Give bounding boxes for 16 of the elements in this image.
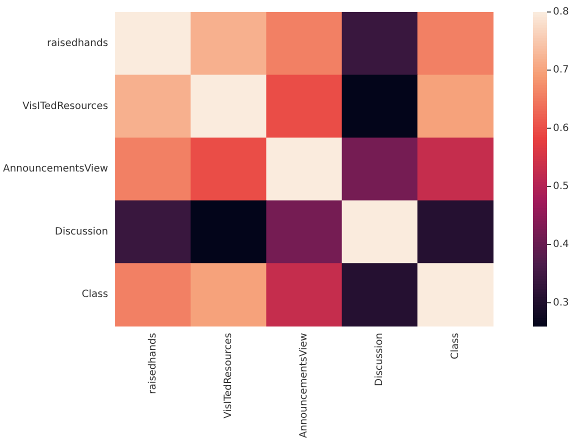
x-tick-label: Discussion bbox=[374, 332, 386, 386]
y-tick-label: Class bbox=[82, 289, 108, 300]
color-bar-label: 0.4 bbox=[553, 239, 569, 250]
y-tick-label: Discussion bbox=[54, 226, 108, 238]
color-bar-label: 0.3 bbox=[553, 297, 569, 308]
color-bar-label: 0.7 bbox=[553, 64, 569, 76]
color-bar-label: 0.5 bbox=[553, 181, 569, 192]
x-tick-label: AnnouncementsView bbox=[298, 332, 310, 438]
color-bar-label: 0.6 bbox=[553, 122, 569, 134]
color-bar-label: 0.8 bbox=[553, 6, 569, 18]
x-tick-label: raisedhands bbox=[147, 332, 158, 394]
x-tick-label: Class bbox=[450, 332, 461, 360]
y-tick-label: raisedhands bbox=[46, 38, 108, 49]
y-tick-label: AnnouncementsView bbox=[2, 164, 108, 175]
x-tick-label: VisITedResources bbox=[223, 332, 234, 418]
y-tick-label: VisITedResources bbox=[22, 100, 108, 112]
